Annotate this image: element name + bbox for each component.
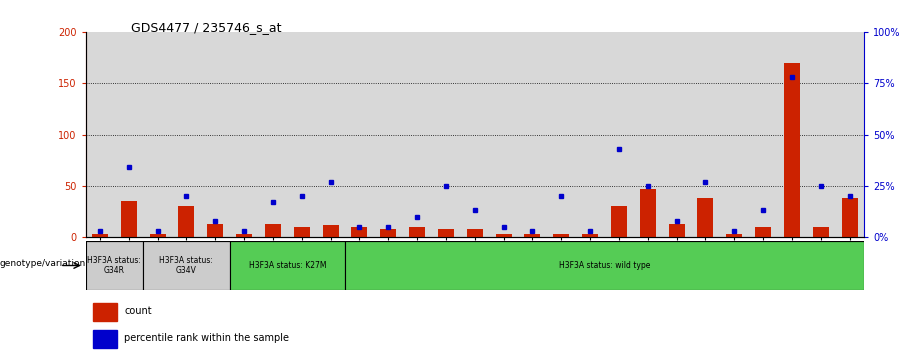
- Bar: [835, 32, 864, 237]
- Bar: [755, 227, 771, 237]
- Bar: [114, 32, 143, 237]
- Bar: [582, 234, 598, 237]
- Bar: [94, 303, 117, 321]
- Bar: [467, 229, 482, 237]
- Bar: [778, 32, 806, 237]
- Bar: [547, 32, 576, 237]
- Bar: [293, 227, 310, 237]
- Bar: [554, 234, 569, 237]
- Bar: [287, 32, 316, 237]
- Bar: [640, 189, 656, 237]
- Bar: [611, 206, 626, 237]
- Bar: [460, 32, 490, 237]
- Bar: [784, 63, 800, 237]
- Bar: [605, 32, 634, 237]
- Bar: [323, 225, 338, 237]
- Bar: [726, 234, 742, 237]
- Bar: [720, 32, 749, 237]
- Bar: [438, 229, 454, 237]
- Bar: [230, 241, 345, 290]
- Bar: [662, 32, 691, 237]
- Bar: [576, 32, 605, 237]
- Bar: [634, 32, 662, 237]
- Bar: [813, 227, 829, 237]
- Text: H3F3A status: wild type: H3F3A status: wild type: [559, 261, 650, 270]
- Bar: [149, 234, 166, 237]
- Bar: [698, 198, 714, 237]
- Bar: [207, 224, 223, 237]
- Bar: [749, 32, 778, 237]
- Bar: [121, 201, 137, 237]
- Bar: [525, 234, 540, 237]
- Bar: [490, 32, 518, 237]
- Bar: [143, 241, 230, 290]
- Bar: [258, 32, 287, 237]
- Text: GDS4477 / 235746_s_at: GDS4477 / 235746_s_at: [130, 21, 281, 34]
- Bar: [431, 32, 460, 237]
- Bar: [842, 198, 858, 237]
- Bar: [410, 227, 425, 237]
- Bar: [178, 206, 194, 237]
- Bar: [381, 229, 396, 237]
- Bar: [496, 234, 511, 237]
- Text: H3F3A status: K27M: H3F3A status: K27M: [248, 261, 326, 270]
- Bar: [669, 224, 685, 237]
- Bar: [86, 241, 143, 290]
- Bar: [86, 32, 114, 237]
- Bar: [806, 32, 835, 237]
- Text: percentile rank within the sample: percentile rank within the sample: [124, 333, 290, 343]
- Bar: [345, 32, 373, 237]
- Text: count: count: [124, 306, 152, 316]
- Bar: [402, 32, 431, 237]
- Bar: [201, 32, 230, 237]
- Bar: [518, 32, 547, 237]
- Bar: [316, 32, 345, 237]
- Bar: [94, 330, 117, 348]
- Bar: [143, 32, 172, 237]
- Text: H3F3A status:
G34R: H3F3A status: G34R: [87, 256, 141, 275]
- Bar: [265, 224, 281, 237]
- Text: H3F3A status:
G34V: H3F3A status: G34V: [159, 256, 213, 275]
- Bar: [172, 32, 201, 237]
- Bar: [92, 234, 108, 237]
- Bar: [236, 234, 252, 237]
- Bar: [345, 241, 864, 290]
- Text: genotype/variation: genotype/variation: [0, 259, 86, 268]
- Bar: [374, 32, 402, 237]
- Bar: [352, 227, 367, 237]
- Bar: [230, 32, 258, 237]
- Bar: [691, 32, 720, 237]
